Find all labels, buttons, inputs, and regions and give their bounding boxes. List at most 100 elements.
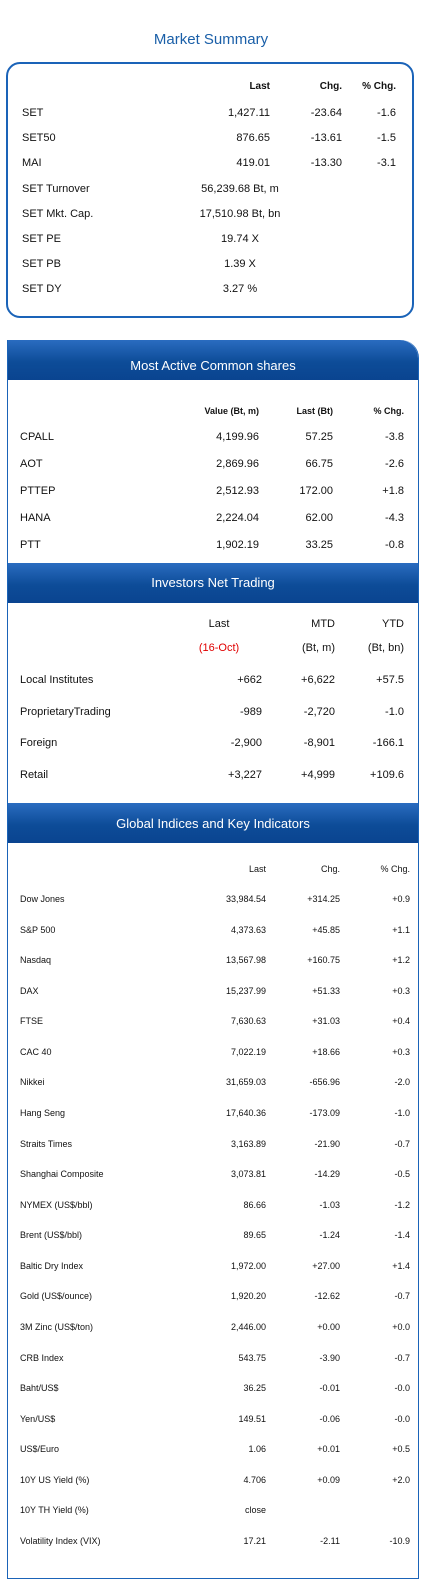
column-header: % Chg. (362, 81, 396, 92)
cell: 7,022.19 (230, 1046, 266, 1057)
row-label: PTTEP (20, 485, 56, 497)
cell: -1.0 (385, 705, 404, 718)
row-label: HANA (20, 512, 51, 524)
cell: 2,512.93 (216, 485, 259, 497)
tables-box (7, 340, 419, 1579)
cell: 419.01 (236, 157, 270, 170)
cell: +3,227 (228, 769, 262, 782)
cell: +0.4 (392, 1016, 410, 1027)
row-label: Shanghai Composite (20, 1169, 104, 1180)
cell: -0.7 (394, 1291, 410, 1302)
cell: -656.96 (309, 1077, 340, 1088)
cell: +0.00 (317, 1321, 340, 1332)
row-label: CAC 40 (20, 1046, 52, 1057)
cell: +0.0 (392, 1321, 410, 1332)
row-label: Local Institutes (20, 674, 94, 686)
column-header: Chg. (319, 81, 342, 92)
cell: 2,446.00 (230, 1321, 266, 1332)
column-header: % Chg. (380, 864, 410, 874)
cell: -3.1 (377, 157, 396, 170)
cell: -0.5 (394, 1169, 410, 1180)
cell: -0.06 (319, 1413, 340, 1424)
cell: -1.6 (377, 107, 396, 119)
cell: 2,869.96 (216, 458, 259, 470)
cell: 7,630.63 (230, 1016, 266, 1027)
cell: -13.61 (310, 132, 342, 145)
cell: 57.25 (305, 431, 333, 443)
cell: -12.62 (314, 1291, 340, 1302)
cell: +18.66 (312, 1046, 340, 1057)
cell: +6,622 (301, 674, 335, 686)
cell: +314.25 (307, 894, 340, 904)
cell: -1.5 (377, 132, 396, 145)
cell: 4,199.96 (216, 431, 259, 443)
cell: 33,984.54 (225, 894, 266, 904)
row-label: NYMEX (US$/bbl) (20, 1199, 93, 1210)
cell: -2.6 (385, 458, 404, 470)
cell: 1,920.20 (230, 1291, 266, 1302)
cell: +0.9 (392, 894, 410, 904)
cell: 4.706 (243, 1474, 266, 1485)
header-bar (8, 563, 418, 603)
cell: 1.06 (248, 1444, 266, 1455)
cell: -0.7 (394, 1138, 410, 1149)
section-title: Market Summary (153, 31, 269, 48)
cell: 36.25 (243, 1383, 266, 1394)
cell: 15,237.99 (225, 985, 266, 996)
row-label: AOT (20, 458, 43, 470)
cell: 13,567.98 (225, 955, 266, 966)
cell: 86.66 (243, 1199, 266, 1210)
header-bar (8, 340, 418, 380)
row-label: 10Y US Yield (%) (20, 1474, 90, 1485)
row-label: SET Mkt. Cap. (22, 207, 94, 220)
column-header: Last (Bt) (296, 406, 334, 416)
row-label: FTSE (20, 1016, 44, 1027)
cell: +0.01 (317, 1444, 340, 1455)
cell: 3.27 % (222, 283, 258, 296)
cell: -10.9 (389, 1535, 410, 1546)
cell: -1.03 (319, 1199, 340, 1210)
cell: -1.24 (319, 1230, 340, 1241)
cell: 89.65 (243, 1230, 266, 1241)
cell: 31,659.03 (225, 1077, 266, 1088)
cell: 876.65 (236, 132, 270, 145)
cell: -1.0 (394, 1107, 410, 1118)
cell: -8,901 (303, 737, 335, 750)
unit-label: (Bt, bn) (367, 642, 404, 654)
section-title: Global Indices and Key Indicators (116, 816, 310, 831)
cell: -2.0 (394, 1077, 410, 1088)
row-label: CRB Index (20, 1352, 64, 1363)
column-header: Last (208, 618, 230, 630)
cell: 62.00 (305, 512, 333, 524)
row-label: ProprietaryTrading (20, 705, 111, 718)
cell: -2,900 (230, 737, 262, 750)
row-label: PTT (20, 539, 41, 551)
row-label: Nasdaq (20, 955, 52, 966)
cell: 19.74 X (221, 233, 259, 245)
cell: -989 (239, 705, 262, 718)
cell: close (244, 1505, 266, 1516)
cell: -13.30 (310, 157, 342, 170)
row-label: SET DY (22, 283, 62, 296)
cell: +1.8 (382, 485, 404, 497)
cell: -3.90 (319, 1352, 340, 1363)
column-header: YTD (382, 618, 404, 630)
cell: -1.4 (394, 1230, 410, 1241)
cell: +662 (237, 674, 262, 686)
row-label: Volatility Index (VIX) (20, 1535, 101, 1546)
cell: +51.33 (312, 985, 340, 996)
row-label: CPALL (20, 431, 55, 443)
cell: 4,373.63 (230, 924, 266, 935)
header-bar (8, 803, 418, 843)
row-label: S&P 500 (20, 924, 56, 935)
cell: -2,720 (303, 705, 335, 718)
cell: -166.1 (372, 737, 404, 750)
column-header: Value (Bt, m) (204, 406, 259, 416)
cell: -14.29 (314, 1169, 340, 1180)
cell: -2.11 (320, 1535, 340, 1546)
cell: -3.8 (385, 431, 404, 443)
cell: -21.90 (314, 1138, 340, 1149)
cell: 33.25 (305, 539, 333, 551)
row-label: US$/Euro (20, 1444, 60, 1455)
